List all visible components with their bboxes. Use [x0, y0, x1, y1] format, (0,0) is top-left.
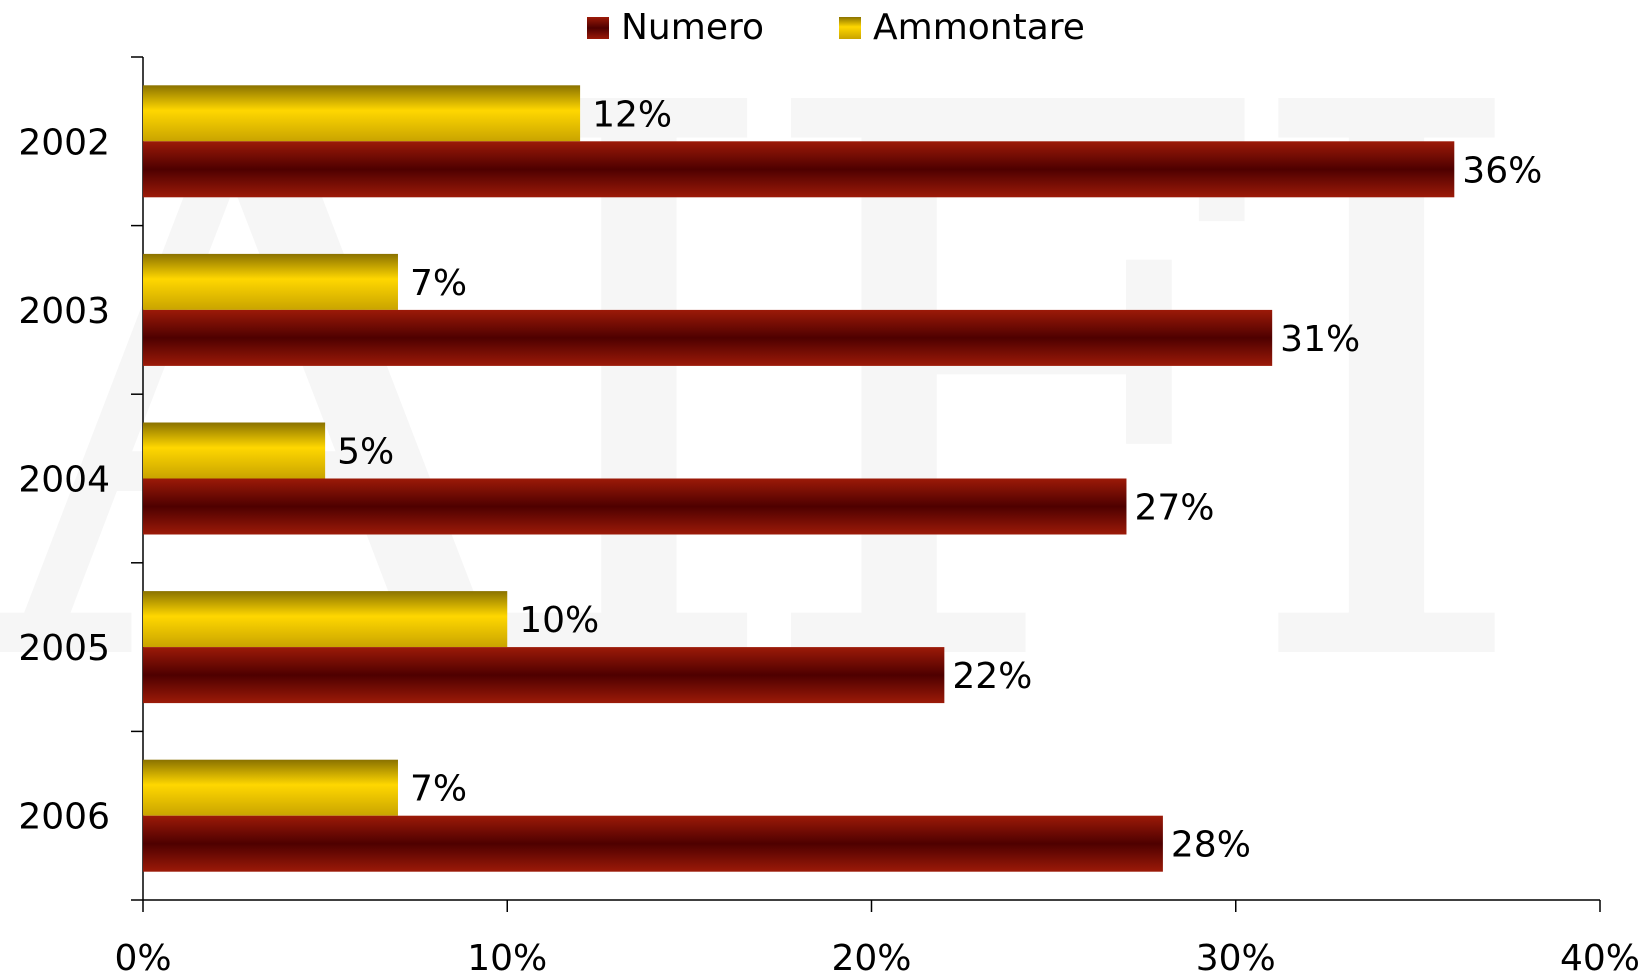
x-tick-label: 20% [831, 938, 911, 973]
bar-numero [143, 478, 1127, 535]
x-tick-label: 40% [1560, 938, 1640, 973]
data-label-ammontare: 5% [337, 432, 394, 473]
legend-swatch-ammontare [839, 17, 861, 39]
data-label-numero: 28% [1171, 825, 1251, 866]
x-tick-label: 10% [467, 938, 547, 973]
y-category-label: 2006 [18, 797, 110, 838]
data-label-numero: 27% [1134, 488, 1214, 529]
bar-ammontare [143, 85, 581, 142]
x-tick-label: 0% [114, 938, 171, 973]
data-label-ammontare: 7% [410, 263, 467, 304]
bar-ammontare [143, 422, 326, 479]
y-category-label: 2004 [18, 460, 110, 501]
data-label-ammontare: 10% [519, 600, 599, 641]
data-label-ammontare: 7% [410, 769, 467, 810]
x-tick-label: 30% [1196, 938, 1276, 973]
legend-label-ammontare: Ammontare [873, 7, 1085, 48]
plot-area: 0% 10% 20% 30% 40% 2002 12% 36% 2003 7% 31% 2004 5% 2… [18, 56, 1640, 973]
legend: Numero Ammontare [587, 7, 1085, 48]
data-label-numero: 22% [952, 656, 1032, 697]
bar-numero [143, 647, 945, 704]
bar-ammontare [143, 253, 398, 310]
y-category-label: 2002 [18, 122, 110, 163]
data-label-numero: 36% [1462, 150, 1542, 191]
bar-ammontare [143, 591, 508, 648]
bar-numero [143, 141, 1455, 198]
y-category-label: 2005 [18, 628, 110, 669]
legend-label-numero: Numero [621, 7, 764, 48]
y-category-label: 2003 [18, 291, 110, 332]
bar-numero [143, 309, 1273, 366]
data-label-numero: 31% [1280, 319, 1360, 360]
bar-ammontare [143, 759, 398, 816]
legend-swatch-numero [587, 17, 609, 39]
data-label-ammontare: 12% [592, 94, 672, 135]
bar-numero [143, 815, 1163, 872]
